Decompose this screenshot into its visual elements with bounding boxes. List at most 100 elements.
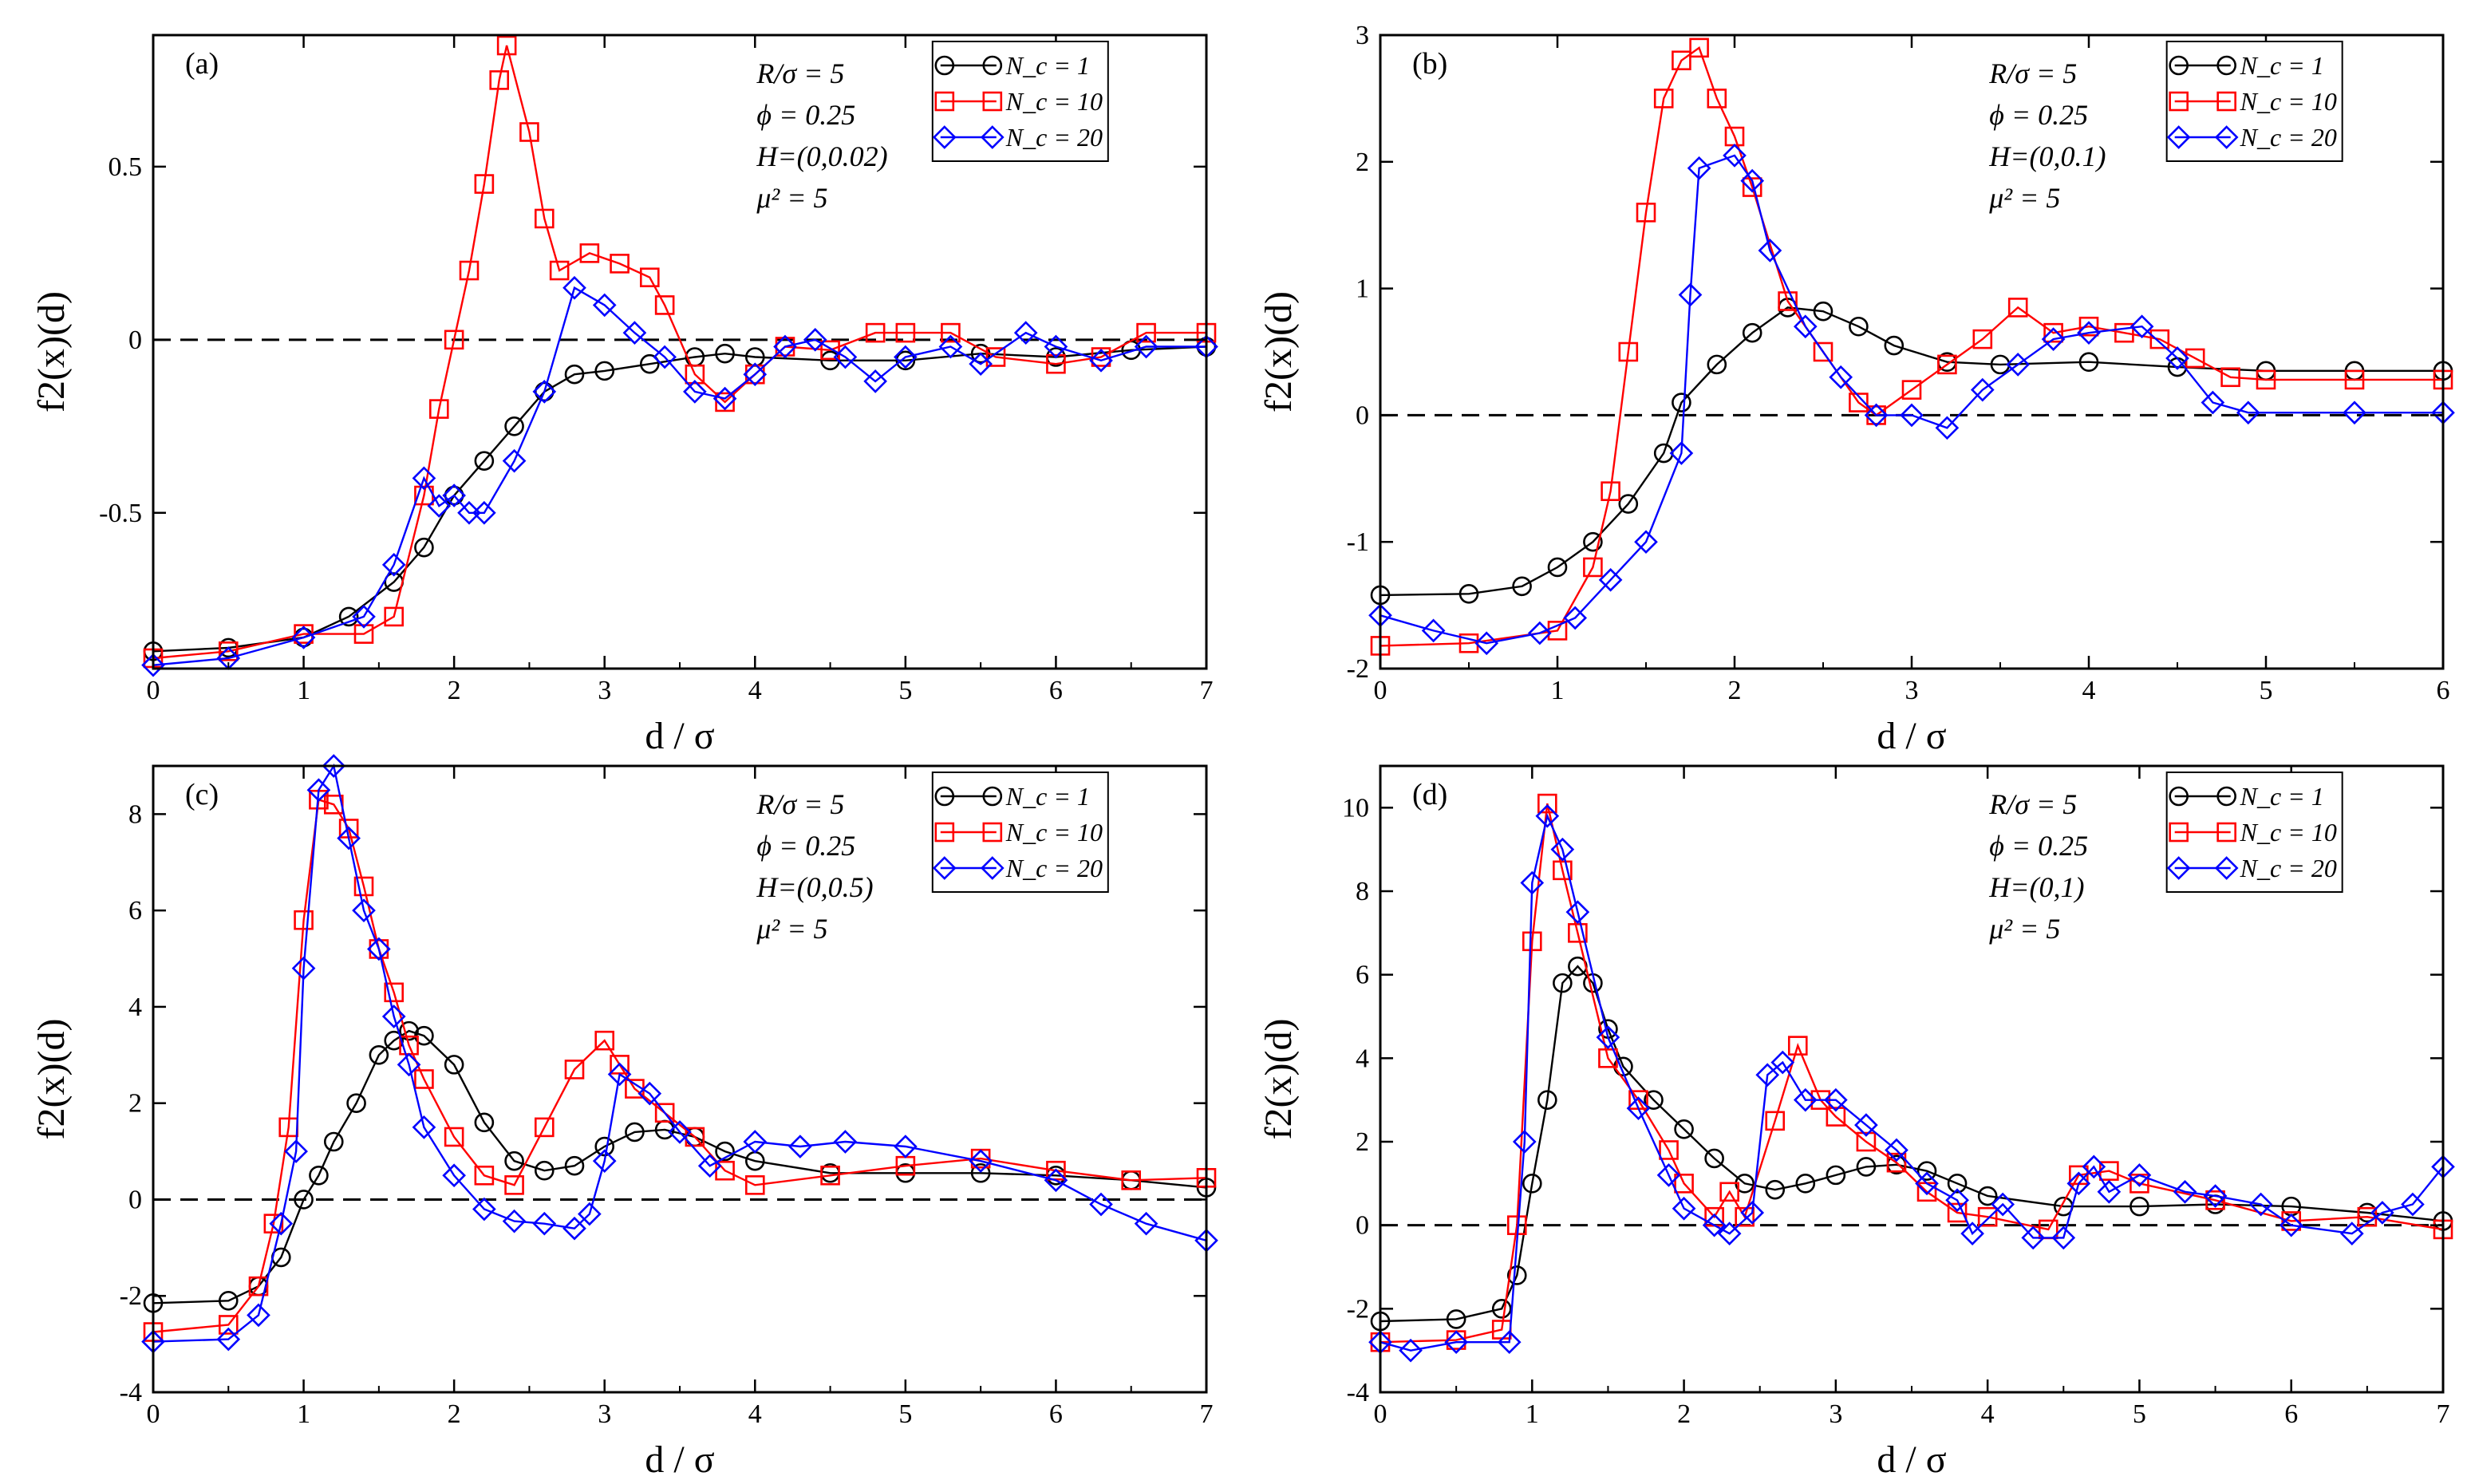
annotation-text: ϕ = 0.25 bbox=[1989, 830, 2088, 862]
series-3 bbox=[141, 754, 1218, 1354]
data-point bbox=[2114, 322, 2134, 343]
data-point bbox=[442, 483, 466, 507]
annotation-text: μ² = 5 bbox=[756, 913, 827, 945]
data-point bbox=[322, 754, 346, 778]
data-point bbox=[428, 399, 449, 419]
data-point bbox=[442, 1163, 466, 1188]
data-point bbox=[353, 624, 374, 644]
x-tick-label: 4 bbox=[2082, 676, 2096, 705]
x-tick-label: 6 bbox=[1049, 1399, 1063, 1429]
data-point bbox=[1421, 618, 1446, 643]
data-point bbox=[820, 340, 840, 361]
series-1 bbox=[143, 337, 1217, 661]
data-point bbox=[472, 1197, 496, 1222]
data-point bbox=[2097, 1179, 2122, 1204]
data-point bbox=[894, 1135, 918, 1158]
x-tick-label: 2 bbox=[1728, 676, 1742, 705]
data-point bbox=[863, 369, 887, 393]
x-tick-label: 2 bbox=[448, 1399, 461, 1429]
legend-swatch-marker bbox=[2216, 786, 2236, 807]
x-tick-label: 1 bbox=[297, 1399, 310, 1429]
data-point bbox=[496, 35, 517, 56]
series-line bbox=[152, 286, 1206, 666]
legend-entry-label: N_c = 10 bbox=[1005, 87, 1103, 116]
series-line bbox=[1380, 813, 2444, 1352]
data-point bbox=[1702, 1213, 1727, 1237]
data-point bbox=[519, 122, 539, 142]
legend-entry-label: N_c = 20 bbox=[1005, 854, 1103, 882]
panel-label: (a) bbox=[185, 47, 219, 81]
series-line bbox=[1380, 154, 2443, 645]
y-tick-label: 2 bbox=[128, 1089, 142, 1119]
x-tick-label: 0 bbox=[147, 1399, 160, 1429]
data-point bbox=[2343, 401, 2366, 425]
data-point bbox=[337, 826, 361, 851]
data-point bbox=[1977, 1206, 1998, 1227]
legend: N_c = 1 N_c = 10 N_c = 20 bbox=[2165, 772, 2343, 893]
data-point bbox=[2203, 1184, 2228, 1208]
data-point bbox=[534, 1117, 555, 1138]
data-point bbox=[1520, 870, 1545, 895]
legend-swatch-marker bbox=[2216, 55, 2236, 76]
data-point bbox=[1900, 403, 1924, 428]
legend-entry-label: N_c = 20 bbox=[2240, 123, 2337, 152]
annotation-text: R/σ = 5 bbox=[1988, 57, 2077, 89]
data-point bbox=[562, 1216, 586, 1241]
data-point bbox=[1547, 557, 1568, 578]
annotation-text: μ² = 5 bbox=[1988, 182, 2060, 214]
annotation-text: ϕ = 0.25 bbox=[756, 830, 855, 862]
data-point bbox=[2041, 327, 2066, 351]
data-point bbox=[2339, 1222, 2364, 1245]
data-point bbox=[2130, 1196, 2149, 1217]
data-point bbox=[1491, 1299, 1512, 1319]
data-point bbox=[820, 1165, 840, 1186]
legend-swatch-marker bbox=[934, 91, 955, 112]
annotation-text: ϕ = 0.25 bbox=[1989, 99, 2088, 131]
legend-swatch-marker bbox=[934, 55, 955, 76]
data-point bbox=[2127, 1163, 2152, 1187]
data-point bbox=[1885, 1138, 1908, 1162]
legend-swatch-marker bbox=[2169, 55, 2189, 76]
data-point bbox=[1935, 416, 1960, 440]
y-tick-label: -0.5 bbox=[99, 499, 142, 528]
chart-panel-a: 0 1 2 3 4 5 6 7 -0.5 0 0.5 d / σ f2(x)(d) (a) R/σ = 5 ϕ… bbox=[30, 34, 1218, 757]
x-tick-label: 4 bbox=[748, 676, 762, 705]
data-point bbox=[1601, 481, 1620, 501]
annotation-text: μ² = 5 bbox=[756, 182, 827, 214]
data-point bbox=[1970, 377, 1995, 402]
data-point bbox=[2165, 346, 2189, 370]
data-point bbox=[1089, 349, 1113, 373]
chart-panel-c: 0 1 2 3 4 5 6 7 -4 -2 0 2 4 6 8 d / σ f2(x)(d) (c) R/σ = 5… bbox=[30, 754, 1218, 1481]
data-point bbox=[775, 337, 795, 357]
data-point bbox=[564, 364, 585, 385]
panel-label: (d) bbox=[1412, 778, 1447, 811]
series-line bbox=[1380, 803, 2444, 1344]
data-point bbox=[141, 653, 165, 677]
data-point bbox=[2281, 1211, 2302, 1231]
data-point bbox=[1044, 1168, 1068, 1193]
data-point bbox=[743, 1130, 768, 1154]
data-point bbox=[594, 361, 615, 381]
legend-entry-label: N_c = 10 bbox=[2240, 87, 2337, 116]
data-point bbox=[2205, 1190, 2225, 1210]
data-point bbox=[1916, 1161, 1937, 1181]
data-point bbox=[427, 494, 452, 518]
data-point bbox=[1765, 1111, 1786, 1131]
x-tick-label: 2 bbox=[1677, 1399, 1691, 1429]
data-point bbox=[895, 350, 916, 371]
series-line bbox=[152, 1029, 1207, 1304]
data-point bbox=[306, 778, 331, 803]
y-tick-label: 8 bbox=[1356, 877, 1369, 906]
data-point bbox=[2248, 1192, 2273, 1217]
data-point bbox=[1740, 1201, 1765, 1225]
data-point bbox=[294, 910, 314, 930]
data-point bbox=[1634, 530, 1658, 555]
legend-swatch-marker bbox=[980, 856, 1005, 880]
data-point bbox=[1553, 860, 1573, 881]
data-point bbox=[668, 1120, 692, 1144]
y-tick-label: 0 bbox=[1356, 1211, 1369, 1241]
data-point bbox=[1537, 1090, 1557, 1110]
data-point bbox=[474, 1165, 495, 1186]
data-point bbox=[625, 1122, 645, 1143]
data-point bbox=[384, 606, 405, 627]
